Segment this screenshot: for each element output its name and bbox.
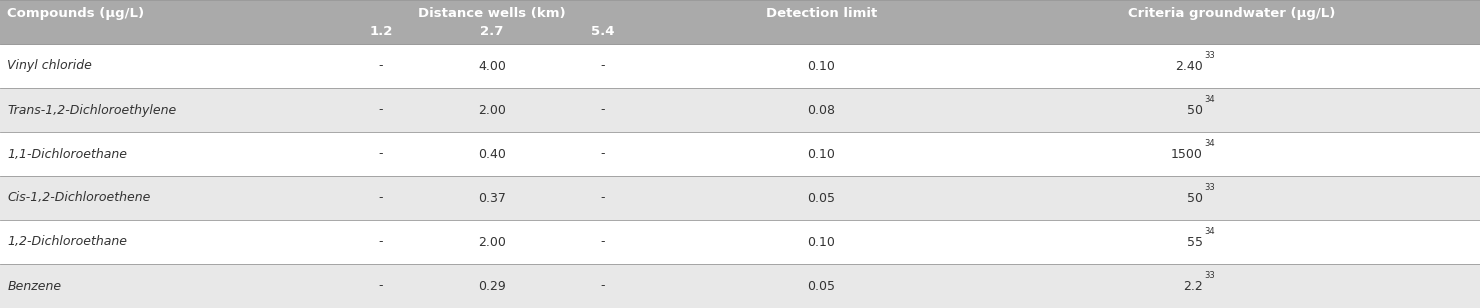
Text: -: - [379, 103, 383, 116]
Text: -: - [601, 236, 605, 249]
Text: -: - [601, 103, 605, 116]
Text: 0.10: 0.10 [808, 148, 835, 160]
Text: Distance wells (km): Distance wells (km) [419, 7, 565, 20]
Text: 1,1-Dichloroethane: 1,1-Dichloroethane [7, 148, 127, 160]
Text: 2.00: 2.00 [478, 236, 506, 249]
Bar [0, 220, 1480, 264]
Text: -: - [601, 279, 605, 293]
Text: 2.40: 2.40 [1175, 59, 1202, 72]
Bar [0, 176, 1480, 220]
Text: 33: 33 [1205, 51, 1215, 59]
Bar [0, 0, 1480, 44]
Text: 0.08: 0.08 [808, 103, 835, 116]
Text: 1.2: 1.2 [370, 25, 392, 38]
Text: 2.7: 2.7 [481, 25, 503, 38]
Text: -: - [379, 192, 383, 205]
Text: 34: 34 [1205, 139, 1215, 148]
Text: Cis-1,2-Dichloroethene: Cis-1,2-Dichloroethene [7, 192, 151, 205]
Text: Compounds (μg/L): Compounds (μg/L) [7, 7, 145, 20]
Text: 55: 55 [1187, 236, 1202, 249]
Text: 0.05: 0.05 [808, 279, 835, 293]
Text: -: - [379, 236, 383, 249]
Text: 34: 34 [1205, 226, 1215, 236]
Bar [0, 88, 1480, 132]
Text: -: - [379, 59, 383, 72]
Text: 4.00: 4.00 [478, 59, 506, 72]
Text: 0.10: 0.10 [808, 236, 835, 249]
Text: 34: 34 [1205, 95, 1215, 103]
Bar [0, 264, 1480, 308]
Text: 0.40: 0.40 [478, 148, 506, 160]
Text: 0.10: 0.10 [808, 59, 835, 72]
Text: 2.2: 2.2 [1183, 279, 1202, 293]
Text: 50: 50 [1187, 192, 1202, 205]
Text: -: - [379, 279, 383, 293]
Text: Criteria groundwater (μg/L): Criteria groundwater (μg/L) [1128, 7, 1336, 20]
Text: -: - [601, 59, 605, 72]
Text: 0.05: 0.05 [808, 192, 835, 205]
Text: 33: 33 [1205, 183, 1215, 192]
Text: 0.29: 0.29 [478, 279, 506, 293]
Text: 2.00: 2.00 [478, 103, 506, 116]
Text: 33: 33 [1205, 270, 1215, 279]
Text: 1,2-Dichloroethane: 1,2-Dichloroethane [7, 236, 127, 249]
Text: Benzene: Benzene [7, 279, 62, 293]
Text: 0.37: 0.37 [478, 192, 506, 205]
Bar [0, 132, 1480, 176]
Text: 50: 50 [1187, 103, 1202, 116]
Text: 5.4: 5.4 [592, 25, 614, 38]
Text: Detection limit: Detection limit [765, 7, 878, 20]
Text: -: - [601, 148, 605, 160]
Text: Trans-1,2-Dichloroethylene: Trans-1,2-Dichloroethylene [7, 103, 176, 116]
Text: -: - [601, 192, 605, 205]
Bar [0, 44, 1480, 88]
Text: Vinyl chloride: Vinyl chloride [7, 59, 92, 72]
Text: -: - [379, 148, 383, 160]
Text: 1500: 1500 [1171, 148, 1202, 160]
